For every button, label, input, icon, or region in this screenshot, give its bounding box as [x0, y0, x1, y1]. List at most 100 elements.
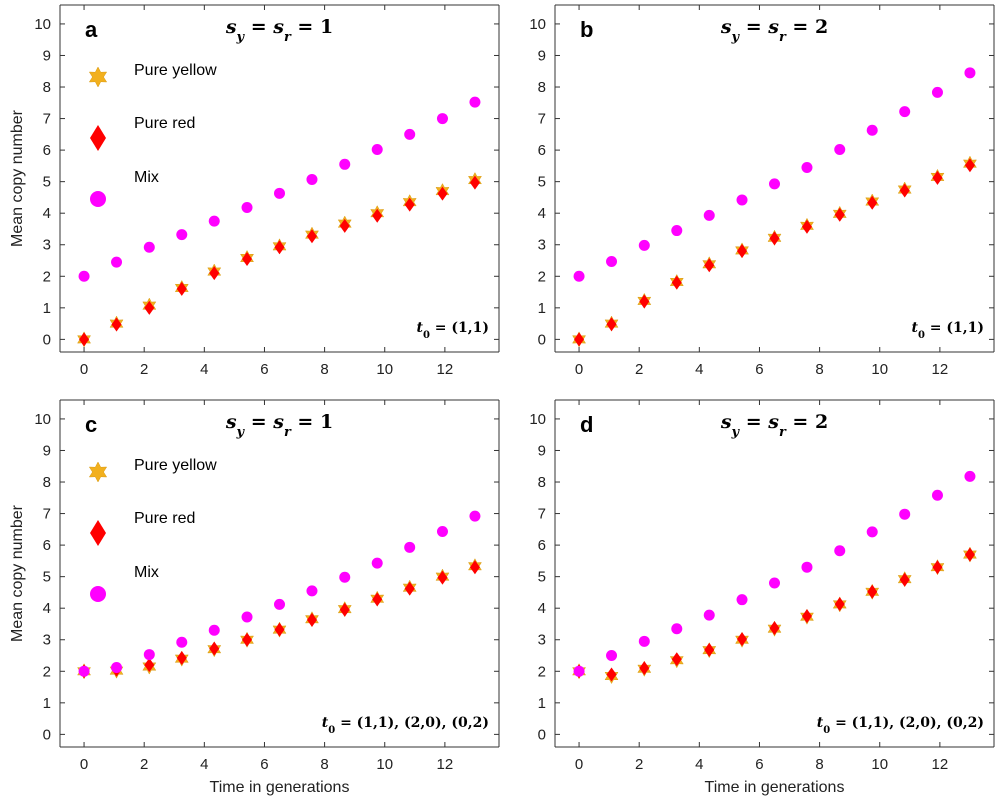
panel-annotation: t0 = (1,1), (2,0), (0,2): [817, 715, 984, 736]
data-point-pure-red: [144, 657, 155, 672]
data-point-pure-red: [606, 667, 617, 682]
x-tick-label: 0: [80, 361, 88, 378]
data-point-pure-red: [639, 661, 650, 676]
data-point-mix: [931, 86, 943, 98]
data-point-pure-red: [242, 632, 253, 647]
data-point-pure-red: [242, 251, 253, 266]
x-tick-label: 2: [635, 361, 643, 378]
data-point-mix: [866, 124, 878, 136]
legend-circle-marker: [90, 191, 106, 207]
data-point-pure-red: [469, 175, 480, 190]
data-point-mix: [899, 106, 911, 118]
y-tick-label: 0: [43, 331, 51, 348]
x-tick-label: 6: [260, 361, 268, 378]
panel-letter: b: [580, 17, 593, 42]
legend-label-red: Pure red: [134, 115, 195, 132]
data-point-mix: [274, 598, 285, 610]
data-point-mix: [573, 665, 585, 677]
x-tick-label: 0: [575, 361, 583, 378]
data-point-mix: [371, 143, 383, 155]
x-tick-label: 2: [635, 756, 643, 773]
y-tick-label: 1: [538, 300, 546, 317]
data-point-pure-red: [274, 622, 285, 637]
data-point-pure-red: [932, 560, 943, 575]
y-tick-label: 0: [538, 331, 546, 348]
legend-label-red: Pure red: [134, 510, 195, 527]
data-point-mix: [573, 270, 585, 282]
series-pure-red: [574, 547, 975, 682]
data-point-pure-red: [899, 183, 910, 198]
data-point-pure-red: [437, 186, 448, 201]
y-tick-label: 4: [538, 600, 546, 617]
y-tick-label: 5: [538, 174, 546, 191]
data-point-mix: [241, 202, 253, 214]
data-point-mix: [638, 239, 650, 251]
panel-letter: a: [85, 17, 98, 42]
data-point-mix: [931, 489, 943, 501]
data-point-mix: [78, 270, 90, 282]
y-tick-label: 10: [34, 411, 51, 428]
data-point-mix: [111, 256, 123, 268]
y-tick-label: 5: [538, 569, 546, 586]
panel-annotation: t0 = (1,1): [416, 320, 489, 341]
data-point-pure-red: [144, 300, 155, 315]
data-point-pure-red: [606, 317, 617, 332]
y-tick-label: 4: [538, 205, 546, 222]
y-tick-label: 8: [538, 474, 546, 491]
data-point-mix: [143, 241, 155, 253]
data-point-mix: [241, 611, 253, 623]
y-tick-label: 4: [43, 600, 51, 617]
data-point-mix: [208, 624, 220, 636]
y-tick-label: 8: [43, 474, 51, 491]
data-point-mix: [404, 128, 416, 140]
x-tick-label: 8: [320, 756, 328, 773]
data-point-mix: [339, 158, 351, 170]
x-tick-label: 12: [932, 756, 949, 773]
x-tick-label: 2: [140, 361, 148, 378]
y-tick-label: 10: [529, 16, 546, 33]
data-point-mix: [736, 194, 748, 206]
series-mix: [573, 470, 976, 677]
data-point-mix: [176, 636, 188, 648]
y-tick-label: 9: [538, 442, 546, 459]
data-point-mix: [703, 209, 715, 221]
data-point-pure-red: [801, 219, 812, 234]
y-tick-label: 3: [43, 632, 51, 649]
series-mix: [78, 96, 481, 282]
x-tick-label: 8: [320, 361, 328, 378]
data-point-pure-red: [769, 621, 780, 636]
data-point-pure-red: [737, 632, 748, 647]
data-point-pure-red: [867, 195, 878, 210]
panel-title: sy = sr = 1: [225, 411, 333, 440]
data-point-mix: [371, 557, 383, 569]
x-tick-label: 6: [755, 361, 763, 378]
data-point-pure-red: [79, 332, 90, 347]
data-point-mix: [964, 470, 976, 482]
data-point-pure-red: [834, 207, 845, 222]
data-point-mix: [866, 526, 878, 538]
data-point-pure-red: [899, 572, 910, 587]
y-axis-label: Mean copy number: [9, 504, 26, 642]
x-tick-label: 4: [695, 361, 703, 378]
data-point-pure-red: [671, 652, 682, 667]
data-point-pure-red: [834, 597, 845, 612]
data-point-mix: [436, 113, 448, 125]
data-point-pure-red: [372, 592, 383, 607]
data-point-pure-red: [339, 602, 350, 617]
legend-label-mix: Mix: [134, 169, 159, 186]
data-point-pure-red: [404, 197, 415, 212]
data-point-mix: [769, 577, 780, 589]
panel-letter: c: [85, 412, 97, 437]
series-pure-red: [79, 175, 480, 347]
x-tick-label: 10: [376, 361, 393, 378]
legend-star-marker: [88, 461, 108, 483]
series-pure-red: [574, 158, 975, 347]
x-tick-label: 10: [871, 756, 888, 773]
y-tick-label: 5: [43, 569, 51, 586]
data-point-pure-red: [964, 158, 975, 173]
x-tick-label: 4: [200, 756, 208, 773]
x-tick-label: 8: [815, 756, 823, 773]
data-point-mix: [111, 662, 123, 674]
